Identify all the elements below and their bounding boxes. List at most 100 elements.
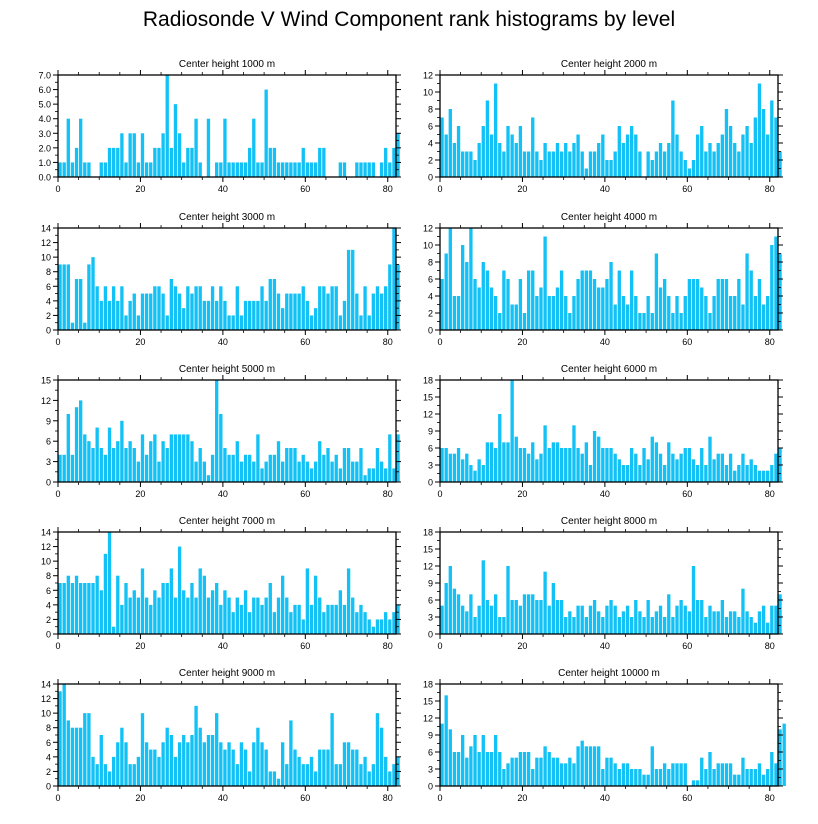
bar — [452, 752, 457, 786]
bar — [671, 313, 675, 330]
bar — [642, 313, 646, 330]
bar — [543, 236, 547, 330]
bar — [473, 735, 477, 786]
bar — [186, 742, 190, 786]
bar — [477, 287, 481, 330]
bar — [363, 162, 367, 177]
bar — [169, 279, 174, 330]
bar — [588, 465, 593, 482]
bar — [379, 293, 384, 330]
bar — [502, 769, 506, 786]
bar — [522, 313, 527, 330]
bar — [305, 461, 310, 482]
bar — [481, 560, 485, 634]
y-tick-label: 0 — [46, 782, 51, 792]
bar — [83, 434, 87, 482]
y-tick-label: 4 — [46, 752, 51, 762]
y-tick-label: 6 — [46, 437, 51, 447]
bar — [444, 253, 448, 330]
bar — [728, 296, 733, 330]
bar — [568, 611, 572, 634]
y-tick-label: 15 — [423, 545, 433, 555]
bar — [564, 296, 568, 330]
bar — [215, 583, 219, 634]
bar — [342, 300, 347, 330]
x-tick-label: 0 — [437, 641, 442, 651]
bar — [128, 597, 132, 634]
bar — [70, 322, 75, 330]
y-tick-label: 6 — [428, 275, 433, 285]
y-tick-label: 18 — [423, 528, 433, 538]
bar — [576, 448, 580, 482]
bar — [580, 151, 584, 177]
y-tick-label: 14 — [41, 528, 51, 538]
bar — [564, 143, 568, 177]
bar — [506, 442, 510, 482]
bar — [597, 611, 601, 634]
bar — [638, 769, 642, 786]
histogram-panel-4: Center height 4000 m 0 2 4 6 8 10 12 0 20 40 60 80 — [423, 212, 783, 347]
bar — [448, 453, 452, 482]
bar — [223, 118, 227, 177]
y-tick-label: 0 — [428, 782, 433, 792]
bar — [79, 279, 83, 330]
bar — [239, 461, 244, 482]
bar — [313, 162, 318, 177]
bar — [761, 109, 766, 177]
bar — [580, 453, 584, 482]
bar — [461, 735, 465, 786]
bar — [309, 162, 314, 177]
bar — [761, 304, 766, 330]
bar — [745, 465, 749, 482]
bar — [342, 604, 347, 634]
y-tick-label: 12 — [423, 71, 433, 81]
bar — [91, 756, 95, 786]
bar — [289, 448, 293, 482]
bar — [153, 590, 157, 634]
bar — [650, 160, 654, 177]
bar — [691, 279, 696, 330]
y-tick-label: 0 — [46, 326, 51, 336]
bar — [388, 619, 392, 634]
bar — [712, 459, 716, 482]
bar — [326, 604, 330, 634]
y-tick-label: 6 — [428, 748, 433, 758]
bar — [510, 380, 514, 482]
bar — [757, 611, 762, 634]
bar — [592, 746, 597, 786]
bar — [555, 442, 560, 482]
bar — [351, 749, 355, 786]
x-tick-label: 20 — [135, 641, 145, 651]
y-tick-label: 8 — [46, 571, 51, 581]
bar — [210, 590, 215, 634]
y-tick-label: 3 — [428, 461, 433, 471]
panel-title: Center height 6000 m — [561, 364, 657, 375]
bar — [621, 143, 626, 177]
bar — [169, 735, 174, 786]
bar — [489, 287, 494, 330]
bar — [375, 713, 380, 786]
bar — [293, 448, 297, 482]
bar — [481, 465, 485, 482]
bar — [74, 575, 79, 634]
bar — [346, 742, 351, 786]
bar — [297, 756, 301, 786]
bar — [132, 590, 136, 634]
y-tick-label: 0 — [428, 173, 433, 183]
bar — [551, 583, 556, 634]
bar — [338, 468, 343, 482]
bar — [388, 771, 392, 786]
bar — [231, 315, 235, 330]
bar — [95, 427, 99, 482]
bar — [741, 134, 745, 177]
bar — [215, 713, 219, 786]
bar — [235, 286, 239, 330]
bar — [456, 594, 461, 634]
y-tick-label: 2 — [46, 615, 51, 625]
bar — [461, 605, 465, 634]
bar — [252, 118, 256, 177]
x-tick-label: 60 — [682, 641, 692, 651]
x-tick-label: 40 — [600, 337, 610, 347]
bar — [568, 757, 572, 786]
bar — [206, 597, 211, 634]
